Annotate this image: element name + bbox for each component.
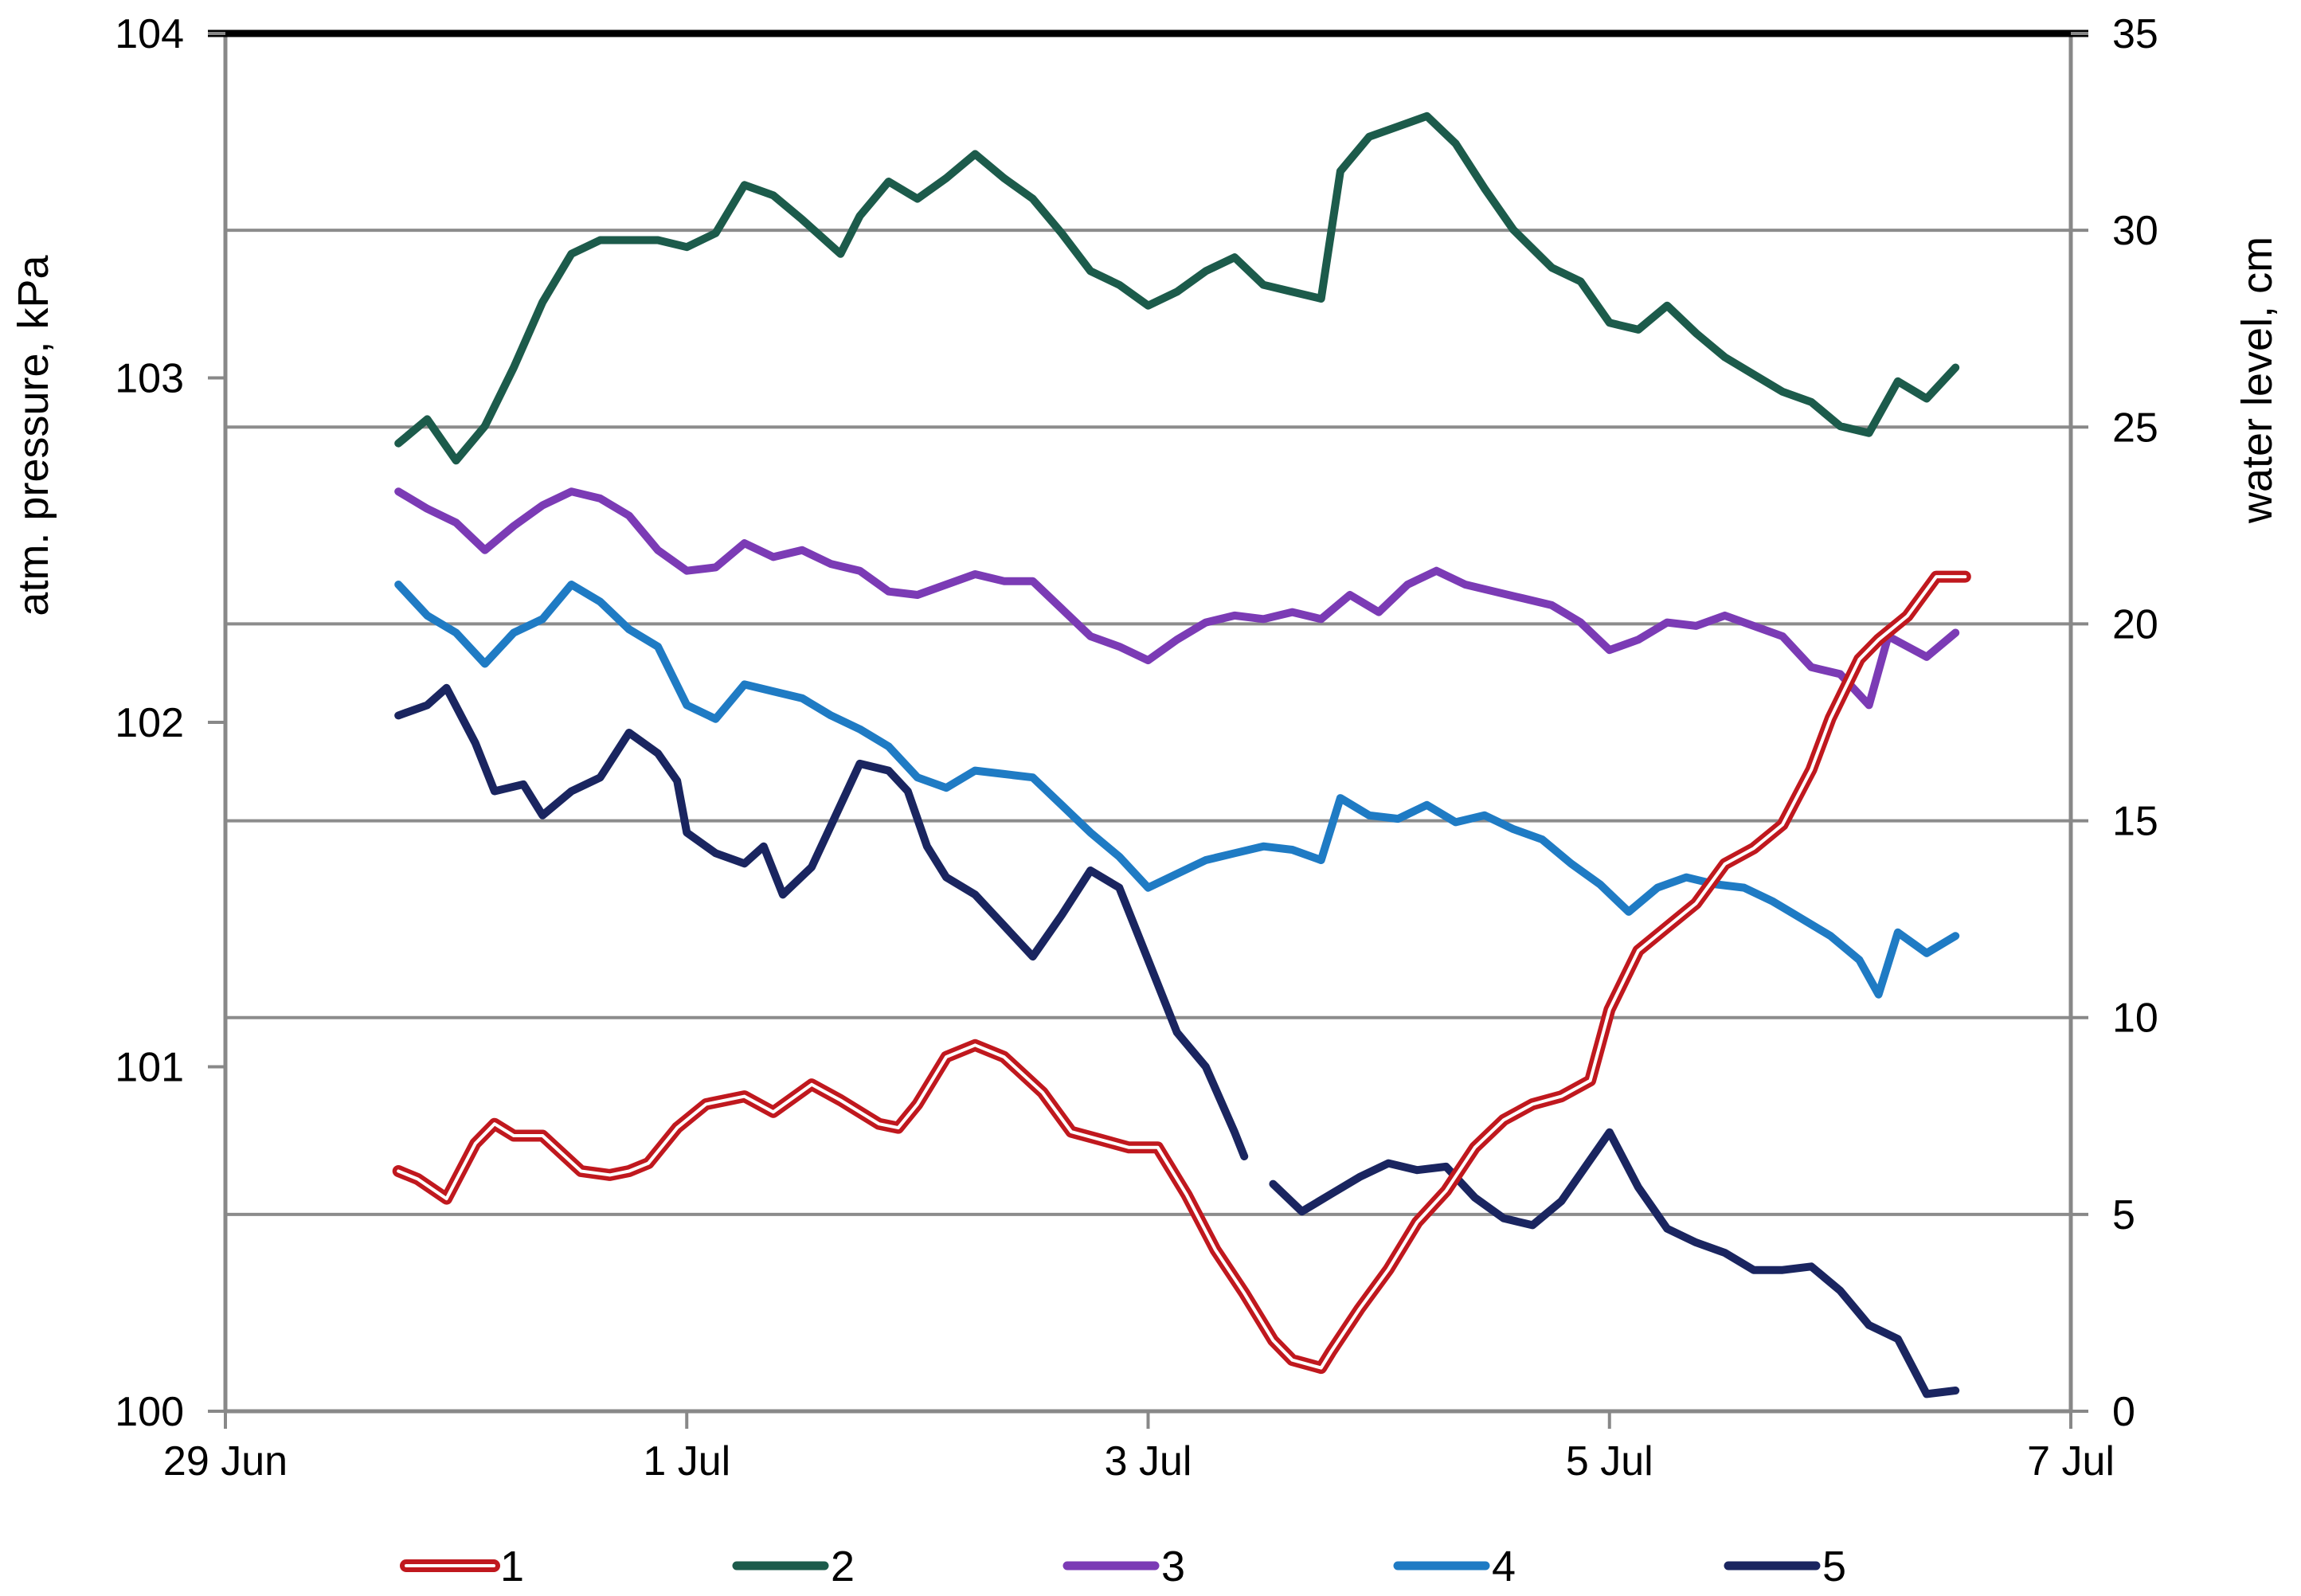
series-5-group	[394, 683, 1960, 1398]
series-4-group	[394, 581, 1960, 999]
right-y-tick-label: 25	[2112, 405, 2158, 451]
right-y-tick-label: 20	[2112, 601, 2158, 647]
left-y-tick-label: 102	[115, 700, 184, 746]
series-1-inner-line	[397, 575, 1967, 1370]
legend-item-2: 2	[732, 1543, 855, 1590]
right-axis-title: water level, cm	[2233, 237, 2281, 524]
legend-label: 4	[1492, 1543, 1516, 1590]
legend-label: 3	[1161, 1543, 1185, 1590]
x-tick-label: 1 Jul	[643, 1438, 730, 1485]
legend-item-4: 4	[1393, 1543, 1516, 1590]
x-tick-label: 5 Jul	[1566, 1438, 1653, 1485]
legend-item-3: 3	[1062, 1543, 1185, 1590]
legend-item-1: 1	[400, 1543, 524, 1590]
series-3-line	[394, 487, 1960, 710]
axes	[208, 29, 2088, 1414]
series-2-line	[394, 111, 1960, 465]
left-y-tick-label: 104	[115, 11, 184, 57]
right-y-tick-label: 0	[2112, 1389, 2135, 1435]
left-y-tick-label: 103	[115, 356, 184, 402]
grid-lines	[225, 229, 2071, 1216]
legend-label: 2	[831, 1543, 855, 1590]
tick-marks	[208, 32, 2088, 1429]
tick-labels: 0 5 10 15 20 25 30 35 100 101 102 103 104 29 Jun 1 Jul…	[115, 11, 2158, 1485]
legend: 1 2 3 4 5	[400, 1543, 1846, 1590]
series-lines	[392, 111, 1971, 1398]
legend-item-5: 5	[1724, 1543, 1846, 1590]
right-y-tick-label: 10	[2112, 996, 2158, 1042]
legend-label: 1	[500, 1543, 524, 1590]
right-y-tick-label: 15	[2112, 799, 2158, 845]
x-tick-label: 29 Jun	[163, 1438, 288, 1485]
left-y-tick-label: 100	[115, 1389, 184, 1435]
series-2-group	[394, 111, 1960, 465]
left-y-tick-label: 101	[115, 1045, 184, 1091]
x-tick-label: 3 Jul	[1105, 1438, 1192, 1485]
right-y-tick-label: 35	[2112, 11, 2158, 57]
series-3-group	[394, 487, 1960, 710]
series-5-line	[394, 683, 1249, 1160]
x-tick-label: 7 Jul	[2027, 1438, 2115, 1485]
series-4-line	[394, 581, 1960, 999]
right-y-tick-label: 30	[2112, 208, 2158, 254]
series-5-line	[1269, 1128, 1960, 1398]
right-y-tick-label: 5	[2112, 1192, 2135, 1238]
legend-label: 5	[1822, 1543, 1846, 1590]
series-1-line	[392, 570, 1971, 1375]
series-1-group	[392, 570, 1971, 1375]
left-axis-title: atm. pressure, kPa	[10, 254, 57, 616]
